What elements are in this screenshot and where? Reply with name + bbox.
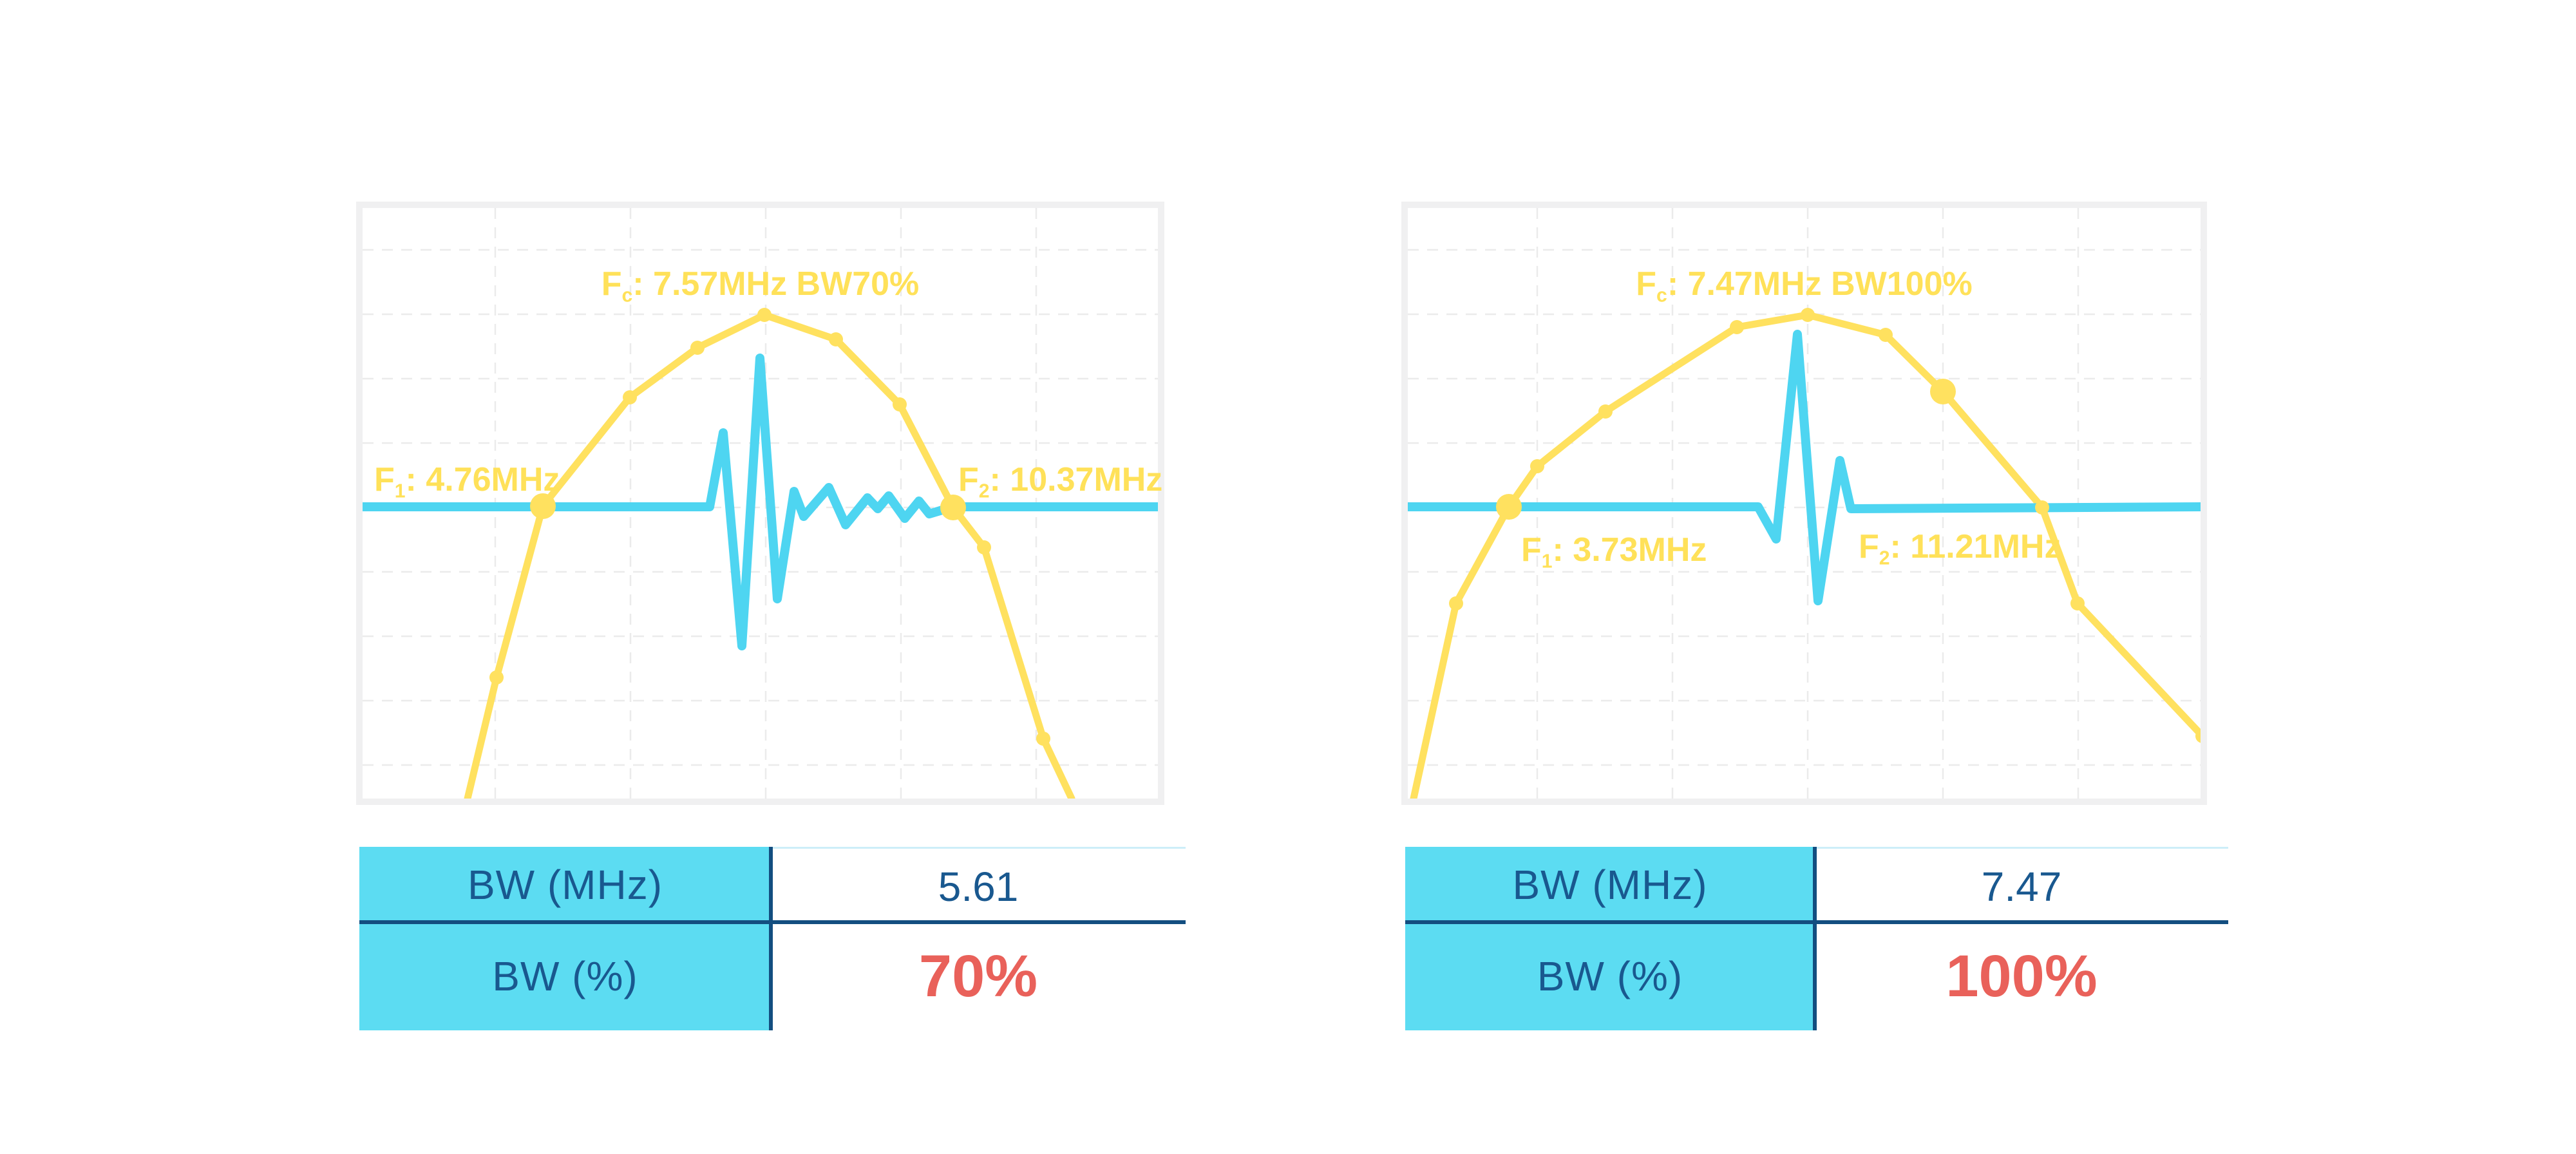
table-column-divider xyxy=(769,847,773,1030)
table-column-divider xyxy=(1813,847,1817,1030)
bw100-fc-annotation: Fc: 7.47MHz BW100% xyxy=(1636,265,1973,305)
bw100-spectrum-canvas xyxy=(1408,208,2201,799)
bw100-spectrum-plot: Fc: 7.47MHz BW100% F1: 3.73MHz F2: 11.21… xyxy=(1401,202,2207,805)
f2-label-rest: : 10.37MHz xyxy=(989,461,1163,498)
bw70-spectrum-plot: Fc: 7.57MHz BW70% F1: 4.76MHz F2: 10.37M… xyxy=(356,202,1164,805)
fc-label-base: F xyxy=(1636,265,1657,303)
f1-label-rest: : 3.73MHz xyxy=(1552,531,1707,569)
bw70-f1-annotation: F1: 4.76MHz xyxy=(374,461,560,501)
bw-mhz-label: BW (MHz) xyxy=(1405,847,1815,922)
bw-mhz-label: BW (MHz) xyxy=(359,847,771,922)
f1-label-sub: 1 xyxy=(1541,551,1553,572)
bw-pct-label: BW (%) xyxy=(1405,922,1815,1030)
bw70-spectrum-canvas xyxy=(363,208,1158,799)
f2-label-sub: 2 xyxy=(1879,547,1890,569)
table-row-divider xyxy=(1405,920,2228,924)
fc-label-sub: c xyxy=(1656,285,1667,307)
f2-label-sub: 2 xyxy=(978,480,990,502)
f1-label-base: F xyxy=(374,461,395,498)
bw70-summary-table: BW (MHz) 5.61 BW (%) 70% xyxy=(359,847,1186,1030)
fc-label-base: F xyxy=(601,265,622,303)
bw-pct-value: 100% xyxy=(1815,922,2228,1030)
f2-label-rest: : 11.21MHz xyxy=(1889,528,2061,565)
bw-mhz-value: 7.47 xyxy=(1815,847,2228,924)
bw-mhz-value: 5.61 xyxy=(771,847,1186,924)
f1-label-rest: : 4.76MHz xyxy=(405,461,560,498)
f2-label-base: F xyxy=(1859,528,1879,565)
bw-pct-label: BW (%) xyxy=(359,922,771,1030)
bw100-f1-annotation: F1: 3.73MHz xyxy=(1521,531,1707,571)
bw70-f2-annotation: F2: 10.37MHz xyxy=(958,461,1163,501)
bw-pct-value: 70% xyxy=(771,922,1186,1030)
table-row-divider xyxy=(359,920,1186,924)
f1-label-base: F xyxy=(1521,531,1542,569)
bw100-summary-table: BW (MHz) 7.47 BW (%) 100% xyxy=(1405,847,2228,1030)
f2-label-base: F xyxy=(958,461,979,498)
bw100-f2-annotation: F2: 11.21MHz xyxy=(1859,528,2061,568)
f1-label-sub: 1 xyxy=(394,480,406,502)
fc-label-rest: : 7.47MHz BW100% xyxy=(1667,265,1973,303)
fc-label-rest: : 7.57MHz BW70% xyxy=(632,265,920,303)
fc-label-sub: c xyxy=(621,285,633,307)
bw70-fc-annotation: Fc: 7.57MHz BW70% xyxy=(601,265,920,305)
